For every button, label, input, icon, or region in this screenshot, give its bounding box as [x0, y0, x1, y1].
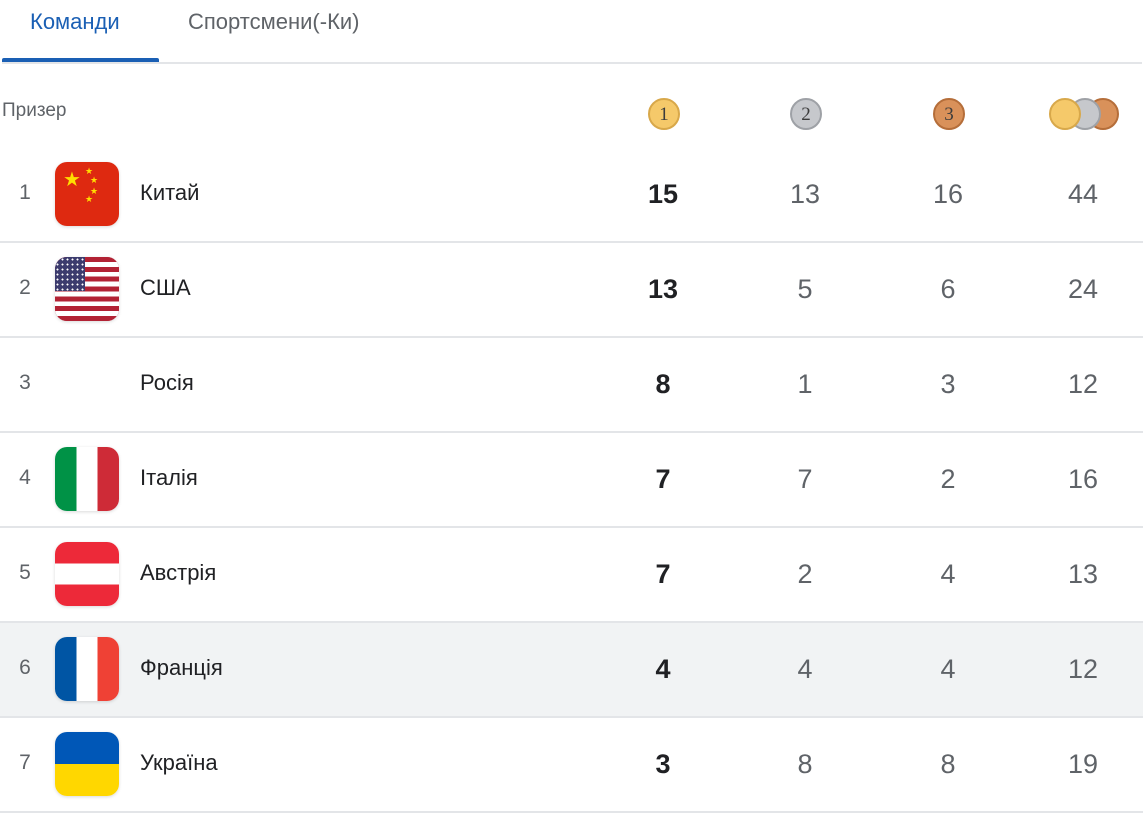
tabs-divider [2, 62, 1142, 64]
total-count: 12 [1067, 369, 1099, 399]
usa-flag-icon [55, 257, 119, 321]
country-name: Україна [140, 750, 218, 775]
total-count: 12 [1067, 654, 1099, 684]
gold-count: 15 [647, 179, 679, 209]
total-count: 16 [1067, 464, 1099, 494]
bronze-count: 8 [940, 749, 956, 779]
silver-medal-icon: 2 [790, 98, 822, 130]
bronze-medal-icon: 3 [933, 98, 965, 130]
medal-table: 1 ★ ★ ★ ★ ★ Китай 15 13 16 44 2 США 13 5… [0, 148, 1143, 813]
header-label: Призер [2, 100, 67, 121]
country-name: Франція [140, 655, 223, 680]
austria-flag-icon [55, 542, 119, 606]
table-row[interactable]: 4 Італія 7 7 2 16 [0, 433, 1143, 528]
rank: 6 [19, 656, 31, 679]
gold-count: 3 [655, 749, 671, 779]
silver-count: 1 [797, 369, 813, 399]
bronze-count: 4 [940, 559, 956, 589]
china-flag-icon: ★ ★ ★ ★ ★ [55, 162, 119, 226]
silver-count: 2 [797, 559, 813, 589]
silver-count: 5 [797, 274, 813, 304]
table-row[interactable]: 1 ★ ★ ★ ★ ★ Китай 15 13 16 44 [0, 148, 1143, 243]
total-count: 24 [1067, 274, 1099, 304]
total-count: 13 [1067, 559, 1099, 589]
country-name: США [140, 275, 191, 300]
country-name: Китай [140, 180, 200, 205]
bronze-count: 3 [940, 369, 956, 399]
gold-count: 8 [655, 369, 671, 399]
total-count: 44 [1067, 179, 1099, 209]
france-flag-icon [55, 637, 119, 701]
bronze-count: 2 [940, 464, 956, 494]
bronze-count: 16 [932, 179, 964, 209]
silver-count: 8 [797, 749, 813, 779]
active-tab-indicator [2, 58, 159, 62]
rank: 2 [19, 276, 31, 299]
stack-gold-coin [1049, 98, 1081, 130]
table-row[interactable]: 6 Франція 4 4 4 12 [0, 623, 1143, 718]
gold-count: 4 [655, 654, 671, 684]
rank: 7 [19, 751, 31, 774]
table-row[interactable]: 5 Австрія 7 2 4 13 [0, 528, 1143, 623]
gold-count: 7 [655, 559, 671, 589]
tab-athletes[interactable]: Спортсмени(-Ки) [188, 9, 360, 34]
silver-count: 13 [789, 179, 821, 209]
country-name: Австрія [140, 560, 217, 585]
tab-teams[interactable]: Команди [30, 9, 120, 34]
silver-count: 4 [797, 654, 813, 684]
rank: 1 [19, 181, 31, 204]
gold-count: 7 [655, 464, 671, 494]
tab-bar: Команди Спортсмени(-Ки) [0, 0, 1143, 64]
rank: 5 [19, 561, 31, 584]
bronze-count: 4 [940, 654, 956, 684]
rank: 4 [19, 466, 31, 489]
gold-medal-icon: 1 [648, 98, 680, 130]
country-name: Росія [140, 370, 194, 395]
country-name: Італія [140, 465, 198, 490]
table-row[interactable]: 7 Україна 3 8 8 19 [0, 718, 1143, 813]
medal-stack-icon [1049, 98, 1121, 132]
italy-flag-icon [55, 447, 119, 511]
gold-count: 13 [647, 274, 679, 304]
medal-table-header: Призер 1 2 3 [0, 64, 1143, 164]
rank: 3 [19, 371, 31, 394]
ukraine-flag-icon [55, 732, 119, 796]
table-row[interactable]: 3 Росія 8 1 3 12 [0, 338, 1143, 433]
blank-flag-icon [55, 352, 119, 416]
total-count: 19 [1067, 749, 1099, 779]
silver-count: 7 [797, 464, 813, 494]
table-row[interactable]: 2 США 13 5 6 24 [0, 243, 1143, 338]
bronze-count: 6 [940, 274, 956, 304]
